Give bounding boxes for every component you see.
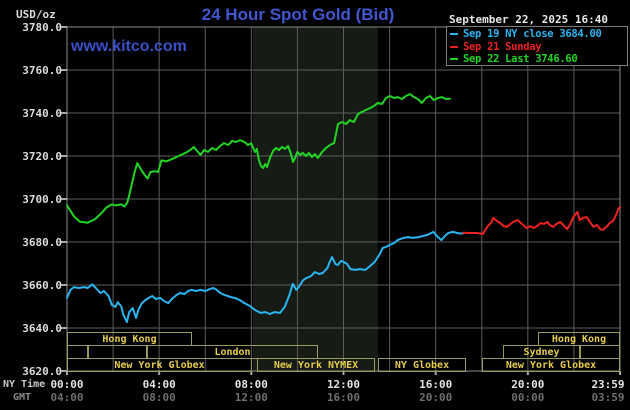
price-line — [66, 93, 451, 224]
x-tick-label-ny: 08:00 — [234, 378, 268, 391]
x-axis-ny-time-label: NY Time — [3, 379, 46, 390]
x-axis-gmt-label: GMT — [13, 392, 32, 403]
y-tick-label: 3720.0 — [22, 149, 62, 163]
session-label: New York Globex — [505, 359, 597, 371]
session-label: New York NYMEX — [273, 359, 359, 371]
x-tick-label-gmt: 16:00 — [326, 391, 361, 404]
session-box — [88, 345, 147, 359]
x-tick-label-ny: 16:00 — [419, 378, 453, 391]
y-tick-label: 3780.0 — [22, 20, 62, 34]
x-tick-label-gmt: 00:00 — [511, 391, 545, 404]
session-box-new-york-globex: New York Globex — [67, 358, 252, 372]
y-tick-label: 3640.0 — [22, 321, 62, 335]
legend-label: Sep 22 Last 3746.60 — [463, 52, 578, 65]
session-box-new-york-globex: New York Globex — [482, 358, 620, 372]
x-tick-label-ny: 20:00 — [511, 378, 545, 391]
x-tick-label-gmt: 03:59 — [591, 391, 625, 404]
session-label: Sydney — [523, 346, 560, 358]
y-tick-label: 3620.0 — [22, 364, 62, 378]
session-box-london: London — [147, 345, 318, 359]
session-box-hong-kong: Hong Kong — [538, 332, 620, 346]
legend-label: Sep 19 NY close 3684.00 — [463, 28, 602, 41]
session-label: New York Globex — [114, 359, 205, 371]
session-box — [580, 345, 620, 359]
session-label: London — [214, 346, 251, 358]
legend-swatch-cyan-icon — [450, 33, 458, 36]
price-line — [462, 206, 621, 235]
session-label: NY Globex — [394, 359, 450, 371]
price-line — [66, 230, 465, 323]
session-label: Hong Kong — [102, 333, 157, 345]
legend-item-sep22: Sep 22 Last 3746.60 — [450, 53, 627, 65]
datetime-label: September 22, 2025 16:40 — [449, 13, 608, 26]
x-tick-label-ny: 04:00 — [142, 378, 176, 391]
session-box-new-york-nymex: New York NYMEX — [257, 358, 375, 372]
x-tick-label-ny: 00:00 — [50, 378, 84, 391]
kitco-watermark-link[interactable]: www.kitco.com — [71, 38, 187, 55]
x-tick-label-gmt: 08:00 — [142, 391, 176, 404]
session-box-ny-globex: NY Globex — [378, 358, 466, 372]
legend-box: Sep 19 NY close 3684.00 Sep 21 Sunday Se… — [446, 26, 628, 66]
session-box-sydney: Sydney — [503, 345, 580, 359]
x-tick-label-ny: 12:00 — [326, 378, 361, 391]
y-tick-label: 3680.0 — [22, 235, 62, 249]
legend-item-sep21: Sep 21 Sunday — [450, 40, 627, 53]
x-tick-label-gmt: 04:00 — [50, 391, 84, 404]
y-tick-label: 3700.0 — [22, 192, 62, 206]
legend-item-sep19: Sep 19 NY close 3684.00 — [450, 28, 627, 40]
x-tick-label-gmt: 12:00 — [234, 391, 268, 404]
y-axis-unit-label: USD/oz — [16, 8, 56, 21]
legend-label: Sep 21 Sunday — [463, 40, 542, 53]
session-box-hong-kong: Hong Kong — [67, 332, 192, 346]
legend-swatch-green-icon — [450, 57, 458, 60]
x-tick-label-gmt: 20:00 — [419, 391, 453, 404]
y-tick-label: 3740.0 — [22, 106, 62, 120]
legend-swatch-red-icon — [450, 45, 458, 48]
session-label: Hong Kong — [551, 333, 607, 345]
y-tick-label: 3660.0 — [22, 278, 62, 292]
x-tick-label-ny: 23:59 — [591, 378, 625, 391]
y-tick-label: 3760.0 — [22, 63, 62, 77]
chart-title: 24 Hour Spot Gold (Bid) — [201, 5, 395, 24]
session-box — [67, 345, 88, 359]
